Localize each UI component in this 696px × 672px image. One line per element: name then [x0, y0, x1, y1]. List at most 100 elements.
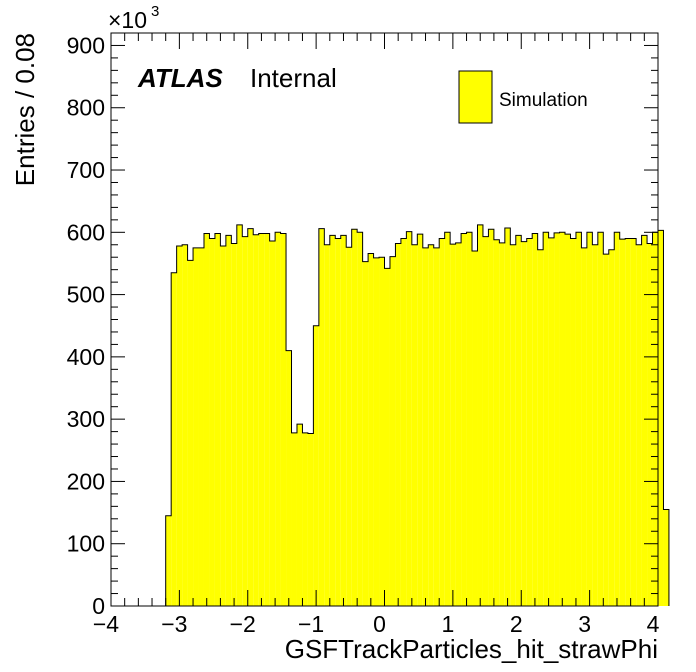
histogram-bin: [335, 238, 341, 607]
histogram-bin: [269, 241, 276, 606]
histogram-bin: [608, 249, 615, 607]
legend-label-simulation: Simulation: [499, 90, 588, 111]
histogram-bin: [526, 238, 533, 607]
histogram-bin: [176, 246, 183, 606]
histogram-bin: [417, 234, 423, 606]
histogram-bin: [619, 239, 626, 606]
histogram-bin: [389, 256, 396, 606]
x-tick-label: 2: [510, 611, 523, 637]
histogram-bin: [663, 509, 669, 606]
histogram-bin: [450, 244, 456, 606]
histogram-bin: [324, 244, 330, 606]
histogram-bin: [203, 233, 210, 607]
y-multiplier-base: ×10: [108, 7, 147, 33]
histogram-bin: [614, 232, 620, 606]
atlas-label-experiment: ATLAS: [137, 63, 223, 93]
histogram-bin: [357, 232, 363, 606]
histogram-bin: [253, 234, 259, 606]
histogram-bin: [466, 232, 473, 606]
histogram-bin: [258, 233, 265, 607]
histogram-bin: [428, 244, 434, 606]
y-axis: 0 100 200 300 400 500 600 700 800 900: [67, 32, 658, 619]
histogram-bin: [242, 236, 248, 606]
histogram-bin: [171, 272, 177, 606]
histogram-bin: [286, 350, 292, 606]
x-tick-label: 4: [647, 611, 660, 637]
histogram-bin: [510, 244, 516, 606]
plot-frame-group: [110, 32, 670, 607]
histogram-bin: [384, 268, 390, 606]
histogram-bin: [597, 232, 604, 606]
histogram-bin: [236, 224, 243, 606]
x-axis: −4 −3 −2 −1 0 1 2 3 4: [93, 33, 660, 637]
atlas-label-status: Internal: [250, 63, 337, 93]
histogram-bin: [504, 227, 511, 606]
y-axis-label: Entries / 0.08: [10, 33, 40, 186]
histogram-bin: [565, 234, 571, 606]
histogram-bin: [307, 433, 314, 606]
histogram-bin: [493, 239, 500, 606]
x-tick-label: 1: [441, 611, 454, 637]
y-multiplier: ×10 3: [108, 3, 159, 33]
y-tick-label: 0: [92, 593, 105, 619]
histogram-bin: [182, 244, 188, 606]
y-tick-label: 700: [67, 157, 105, 183]
histogram-bin: [280, 233, 287, 607]
histogram-bin: [488, 229, 494, 606]
histogram-bin: [658, 230, 664, 607]
y-tick-label: 900: [67, 32, 105, 58]
histogram-bin: [559, 232, 566, 606]
atlas-label: ATLAS Internal: [137, 63, 337, 93]
histogram-bin: [395, 243, 401, 607]
histogram-bin: [209, 238, 215, 607]
y-tick-label: 800: [67, 95, 105, 121]
x-axis-label: GSFTrackParticles_hit_strawPhi: [285, 634, 658, 664]
histogram-bin: [198, 247, 204, 606]
histogram-bin: [532, 233, 538, 607]
histogram-bin: [647, 243, 653, 607]
x-tick-label: −4: [93, 611, 119, 637]
histogram-outline: [165, 224, 670, 606]
histogram-bin: [187, 260, 194, 606]
histogram-bin: [482, 236, 489, 606]
histogram-bin: [603, 254, 609, 606]
y-tick-label: 300: [67, 406, 105, 432]
histogram-bin: [477, 224, 483, 606]
histogram-bin: [472, 250, 478, 606]
histogram-bin: [581, 247, 587, 606]
histogram-bin: [373, 257, 380, 606]
y-tick-label: 400: [67, 344, 105, 370]
histogram-bin: [636, 244, 642, 606]
histogram-bin: [368, 253, 374, 606]
histogram-bin: [537, 249, 544, 607]
histogram-bin: [247, 228, 254, 607]
histogram-bin: [570, 238, 576, 607]
histogram-bin: [346, 247, 352, 606]
histogram-bin: [291, 432, 297, 606]
histogram-bin: [499, 242, 505, 606]
histogram-bin: [362, 261, 369, 606]
histogram-bin: [411, 244, 418, 606]
x-tick-label: −1: [298, 611, 324, 637]
y-multiplier-exponent: 3: [151, 3, 159, 20]
histogram-bin: [630, 238, 637, 607]
histogram-bin: [193, 247, 199, 606]
histogram-bin: [340, 235, 347, 607]
histogram-bin: [220, 246, 226, 606]
histogram-bin: [515, 235, 522, 607]
histogram-bin: [548, 237, 555, 606]
histogram-bin: [586, 232, 593, 606]
histogram-bin: [318, 228, 325, 607]
histogram-bin: [214, 233, 221, 607]
histogram-bin: [592, 244, 598, 606]
histogram-bin: [554, 232, 560, 606]
histogram-bin: [379, 257, 385, 606]
histogram-bin: [275, 232, 281, 606]
x-tick-label: 3: [578, 611, 591, 637]
x-tick-label: 0: [373, 611, 386, 637]
histogram-bin: [165, 515, 172, 606]
histogram-bin: [313, 325, 319, 606]
histogram-bin: [296, 424, 303, 606]
histogram-bin: [302, 432, 308, 606]
